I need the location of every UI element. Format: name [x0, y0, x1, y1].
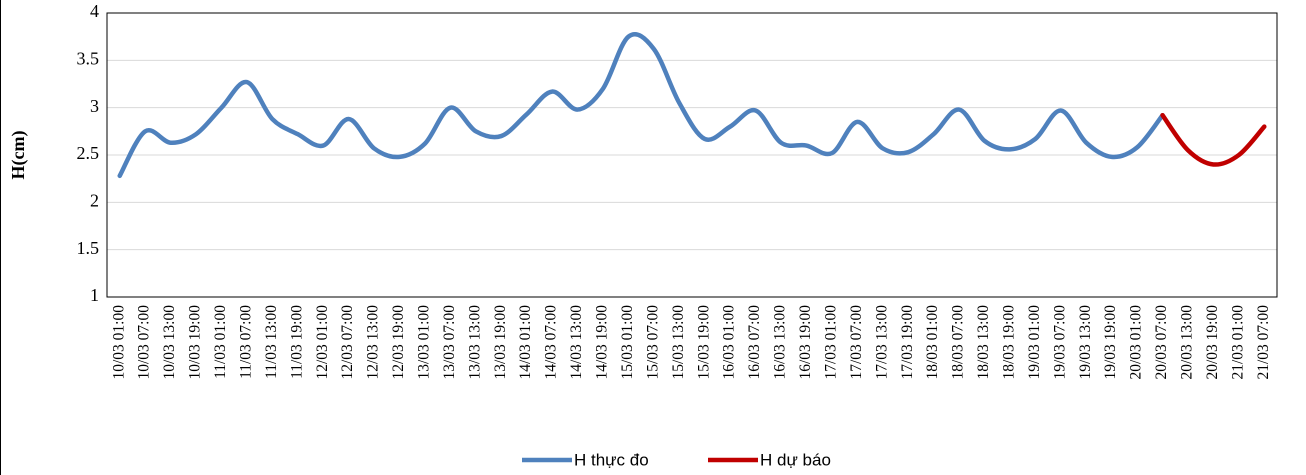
y-tick-label: 2	[90, 190, 99, 210]
x-tick-label: 15/03 07:00	[644, 305, 661, 380]
x-tick-label: 11/03 13:00	[263, 305, 280, 379]
x-tick-label: 18/03 19:00	[1000, 305, 1017, 380]
x-tick-label: 17/03 13:00	[873, 305, 890, 380]
x-tick-label: 20/03 07:00	[1153, 305, 1170, 380]
x-tick-label: 10/03 01:00	[110, 305, 127, 380]
x-tick-label: 14/03 13:00	[568, 305, 585, 380]
x-tick-label: 21/03 07:00	[1255, 305, 1272, 380]
x-tick-label: 11/03 19:00	[288, 305, 305, 379]
x-tick-label: 11/03 07:00	[237, 305, 254, 379]
x-tick-label: 18/03 01:00	[924, 305, 941, 380]
x-tick-label: 19/03 19:00	[1102, 305, 1119, 380]
x-tick-label: 12/03 07:00	[339, 305, 356, 380]
x-tick-label: 17/03 19:00	[899, 305, 916, 380]
x-tick-label: 15/03 13:00	[670, 305, 687, 380]
x-tick-label: 19/03 07:00	[1051, 305, 1068, 380]
x-tick-label: 15/03 01:00	[619, 305, 636, 380]
x-tick-label: 16/03 13:00	[772, 305, 789, 380]
x-tick-label: 10/03 19:00	[187, 305, 204, 380]
x-tick-label: 21/03 01:00	[1229, 305, 1246, 380]
series-line	[1160, 112, 1267, 167]
x-tick-label: 10/03 07:00	[136, 305, 153, 380]
x-tick-label: 11/03 01:00	[212, 305, 229, 379]
y-tick-label: 2.5	[77, 143, 100, 163]
x-tick-label: 16/03 01:00	[721, 305, 738, 380]
x-tick-label: 19/03 13:00	[1077, 305, 1094, 380]
y-tick-label: 1	[90, 285, 99, 305]
x-tick-label: 14/03 19:00	[594, 305, 611, 380]
x-tick-label: 19/03 01:00	[1026, 305, 1043, 380]
x-tick-label: 12/03 13:00	[365, 305, 382, 380]
x-tick-label: 20/03 19:00	[1204, 305, 1221, 380]
x-tick-label: 12/03 19:00	[390, 305, 407, 380]
x-tick-label: 16/03 19:00	[797, 305, 814, 380]
x-tick-label: 10/03 13:00	[161, 305, 178, 380]
x-tick-label: 16/03 07:00	[746, 305, 763, 380]
x-tick-label: 13/03 19:00	[492, 305, 509, 380]
x-tick-label: 20/03 13:00	[1179, 305, 1196, 380]
x-tick-label: 13/03 13:00	[466, 305, 483, 380]
legend-label: H thực đo	[574, 450, 649, 469]
x-tick-label: 13/03 01:00	[415, 305, 432, 380]
series-line	[117, 32, 1165, 179]
x-tick-label: 15/03 19:00	[695, 305, 712, 380]
plot-frame	[106, 12, 1278, 298]
x-tick-label: 14/03 01:00	[517, 305, 534, 380]
y-axis-label: H(cm)	[8, 131, 29, 180]
x-tick-label: 17/03 01:00	[822, 305, 839, 380]
y-tick-label: 4	[90, 1, 99, 21]
x-tick-label: 17/03 07:00	[848, 305, 865, 380]
legend-label: H dự báo	[760, 450, 831, 469]
x-tick-label: 18/03 13:00	[975, 305, 992, 380]
x-tick-label: 13/03 07:00	[441, 305, 458, 380]
y-tick-label: 1.5	[77, 238, 100, 258]
x-tick-label: 18/03 07:00	[950, 305, 967, 380]
x-tick-label: 12/03 01:00	[314, 305, 331, 380]
x-tick-label: 20/03 01:00	[1128, 305, 1145, 380]
y-tick-label: 3.5	[77, 48, 100, 68]
y-tick-label: 3	[90, 96, 99, 116]
x-tick-label: 14/03 07:00	[543, 305, 560, 380]
